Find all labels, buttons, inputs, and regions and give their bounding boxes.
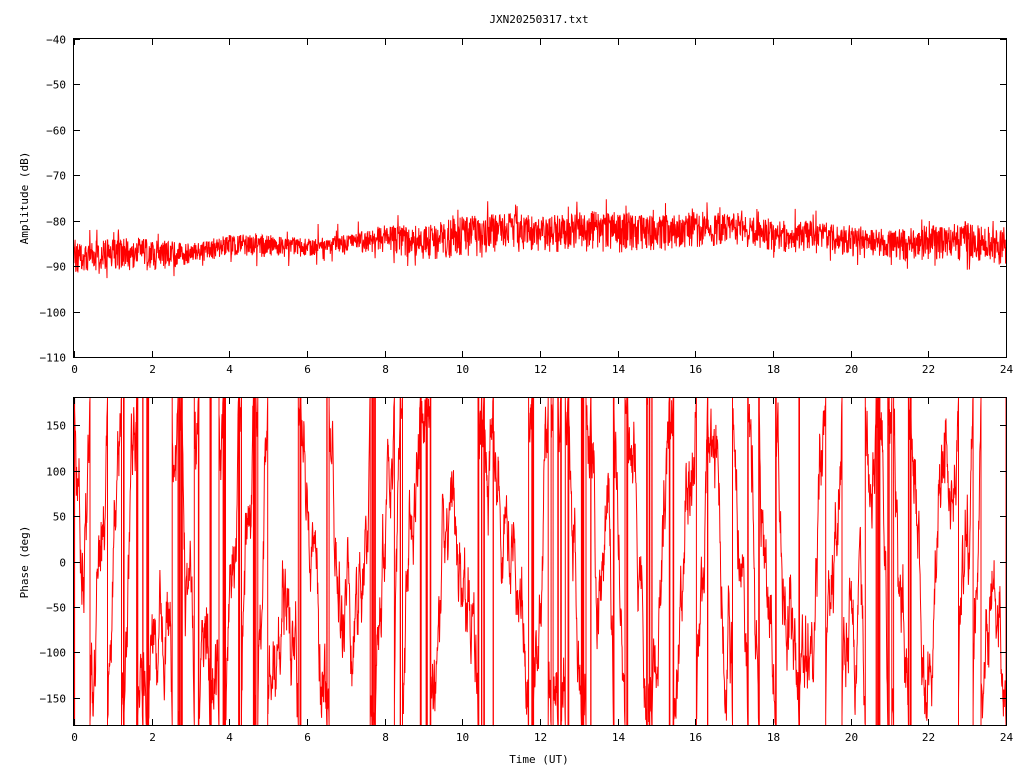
chart-title: JXN20250317.txt [489,13,588,26]
x-tick-label: 18 [767,363,780,376]
y-tick-label: −110 [40,352,67,365]
phase-frame [73,397,1007,726]
y-tick-label: −100 [40,647,67,660]
y-tick-label: −80 [46,216,66,229]
phase-x-label: Time (UT) [509,753,569,766]
y-tick-label: −150 [40,693,67,706]
y-tick-label: 150 [46,420,66,433]
y-tick-label: 100 [46,466,66,479]
y-tick-label: 50 [53,511,66,524]
x-tick-label: 2 [149,731,156,744]
phase-x-ticks: 0 2 4 6 8 10 12 14 16 18 20 22 24 [71,398,1013,744]
x-tick-label: 8 [382,731,389,744]
x-tick-label: 14 [612,363,626,376]
x-tick-label: 0 [71,731,78,744]
x-tick-label: 12 [534,363,547,376]
y-tick-label: −100 [40,307,67,320]
y-tick-label: −40 [46,34,66,47]
x-tick-label: 16 [689,731,702,744]
y-tick-label: 0 [59,557,66,570]
x-tick-label: 16 [689,363,702,376]
x-tick-label: 4 [226,731,233,744]
x-tick-label: 0 [71,363,78,376]
amplitude-plot: −40−50−60−70−80−90−100−110 0 2 4 6 8 10 12 14 16… [18,34,1013,377]
x-tick-label: 20 [845,363,858,376]
amplitude-x-ticks: 0 2 4 6 8 10 12 14 16 18 20 22 24 [71,39,1013,376]
x-tick-label: 10 [456,363,469,376]
x-tick-label: 20 [845,731,858,744]
y-tick-label: −50 [46,79,66,92]
x-tick-label: 2 [149,363,156,376]
y-tick-label: −70 [46,170,66,183]
x-tick-label: 22 [922,363,935,376]
amplitude-frame [73,38,1007,358]
phase-y-label: Phase (deg) [18,526,31,599]
x-tick-label: 18 [767,731,780,744]
x-tick-label: 14 [612,731,626,744]
x-tick-label: 12 [534,731,547,744]
x-tick-label: 6 [304,731,311,744]
x-tick-label: 8 [382,363,389,376]
phase-trace [73,396,1007,727]
amplitude-y-label: Amplitude (dB) [18,152,31,245]
amplitude-y-ticks: −40 −50 −60 −70 −80 −90 −100 −110 [40,34,1006,365]
x-tick-label: 22 [922,731,935,744]
x-tick-label: 24 [1000,363,1014,376]
y-tick-label: −90 [46,261,66,274]
amplitude-series-line [73,199,1007,279]
y-tick-label: −50 [46,602,66,615]
x-tick-label: 10 [456,731,469,744]
x-tick-label: 4 [226,363,233,376]
phase-series-line [73,396,1007,727]
x-tick-label: 24 [1000,731,1014,744]
amplitude-trace [73,199,1007,279]
y-tick-label: −60 [46,125,66,138]
phase-y-ticks: 150 100 50 0 −50 −100 −150 [40,420,1006,706]
x-tick-label: 6 [304,363,311,376]
